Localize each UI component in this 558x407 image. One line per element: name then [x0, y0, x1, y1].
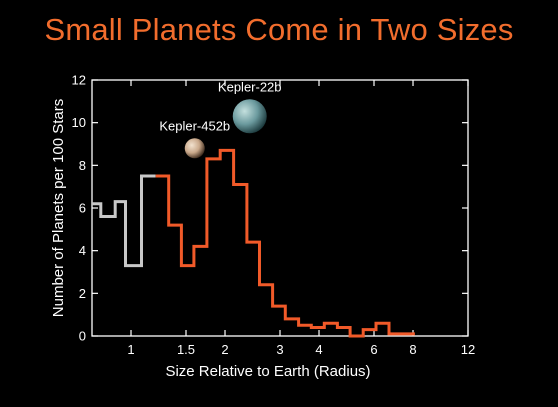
y-axis: 0 2 4 6 8 10 12	[72, 73, 468, 344]
kepler-22b-planet-icon	[232, 99, 267, 134]
plot-series	[92, 148, 415, 338]
plot-frame	[91, 79, 469, 337]
y-tick-label: 0	[79, 329, 86, 344]
planet-label: Kepler-452b	[159, 118, 230, 133]
x-tick-label: 8	[409, 342, 416, 357]
x-tick-label: 2	[221, 342, 228, 357]
planet-label: Kepler-22b	[218, 79, 282, 94]
x-tick-label: 6	[370, 342, 377, 357]
series-1-line	[155, 148, 415, 338]
kepler-452b-planet-icon	[184, 138, 205, 159]
series-0-line	[92, 174, 156, 268]
slide-title: Small Planets Come in Two Sizes	[44, 12, 514, 47]
x-axis-label: Size Relative to Earth (Radius)	[165, 363, 370, 380]
y-tick-label: 10	[72, 115, 86, 130]
y-tick-label: 4	[79, 243, 86, 258]
x-tick-label: 12	[461, 342, 475, 357]
y-tick-label: 2	[79, 286, 86, 301]
y-tick-label: 12	[72, 73, 86, 88]
x-tick-label: 1.5	[177, 342, 195, 357]
y-tick-label: 6	[79, 201, 86, 216]
y-tick-label: 8	[79, 158, 86, 173]
x-axis: 1 1.5 2 3 4 6 8 12	[127, 80, 475, 357]
y-axis-label: Number of Planets per 100 Stars	[50, 99, 67, 317]
planet-annotations: Kepler-452b Kepler-22b	[159, 79, 282, 159]
x-tick-label: 3	[276, 342, 283, 357]
x-tick-label: 1	[127, 342, 134, 357]
x-tick-label: 4	[315, 342, 322, 357]
